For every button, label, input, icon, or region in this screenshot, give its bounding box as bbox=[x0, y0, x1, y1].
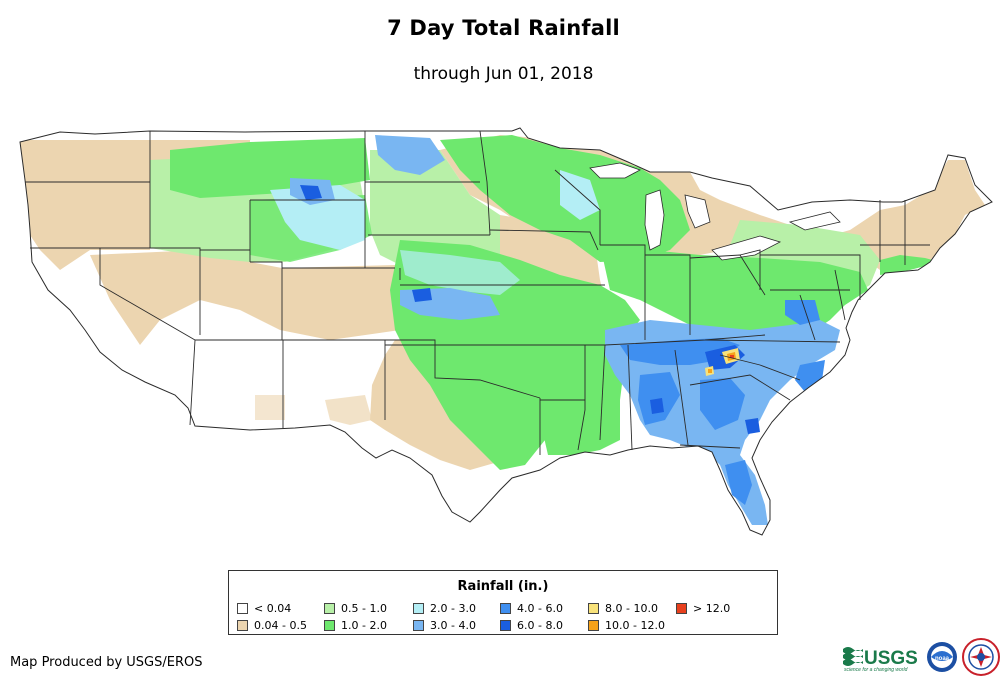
legend-swatch bbox=[500, 620, 511, 631]
legend-label: 0.5 - 1.0 bbox=[341, 602, 387, 615]
legend-label: 10.0 - 12.0 bbox=[605, 619, 665, 632]
lake-superior bbox=[589, 162, 641, 179]
legend-label: 3.0 - 4.0 bbox=[430, 619, 476, 632]
legend-label: 0.04 - 0.5 bbox=[254, 619, 307, 632]
rainfall-overlay bbox=[20, 135, 985, 525]
legend-swatch bbox=[413, 620, 424, 631]
legend-swatch bbox=[588, 603, 599, 614]
map-title: 7 Day Total Rainfall bbox=[387, 16, 620, 40]
nws-logo-icon bbox=[962, 638, 1000, 676]
usgs-logo-icon: USGS science for a changing world bbox=[843, 647, 918, 673]
legend-item: 4.0 - 6.0 bbox=[500, 602, 563, 615]
state-borders bbox=[25, 130, 930, 455]
lake-michigan bbox=[644, 189, 665, 251]
legend-label: 8.0 - 10.0 bbox=[605, 602, 658, 615]
legend-item: 2.0 - 3.0 bbox=[413, 602, 476, 615]
lake-erie bbox=[711, 235, 782, 261]
legend-label: 6.0 - 8.0 bbox=[517, 619, 563, 632]
legend-swatch bbox=[237, 620, 248, 631]
legend-swatch bbox=[324, 603, 335, 614]
legend-label: > 12.0 bbox=[693, 602, 731, 615]
legend-swatch bbox=[588, 620, 599, 631]
noaa-logo-icon: noaa bbox=[927, 642, 957, 672]
legend-label: 4.0 - 6.0 bbox=[517, 602, 563, 615]
map-credit: Map Produced by USGS/EROS bbox=[10, 655, 203, 670]
legend-swatch bbox=[237, 603, 248, 614]
lake-ontario bbox=[788, 211, 841, 231]
legend-item: 8.0 - 10.0 bbox=[588, 602, 658, 615]
legend-label: < 0.04 bbox=[254, 602, 292, 615]
legend-title: Rainfall (in.) bbox=[457, 579, 549, 594]
legend-swatch bbox=[676, 603, 687, 614]
legend-swatch bbox=[500, 603, 511, 614]
noaa-logo-text: noaa bbox=[935, 656, 950, 662]
lake-huron bbox=[684, 194, 711, 229]
legend-label: 1.0 - 2.0 bbox=[341, 619, 387, 632]
legend-item: 0.5 - 1.0 bbox=[324, 602, 387, 615]
legend-swatch bbox=[413, 603, 424, 614]
map-legend: Rainfall (in.) < 0.04 0.04 - 0.5 0.5 - 1… bbox=[228, 570, 778, 635]
legend-item: 6.0 - 8.0 bbox=[500, 619, 563, 632]
legend-item: > 12.0 bbox=[676, 602, 730, 615]
map-subtitle: through Jun 01, 2018 bbox=[413, 64, 594, 84]
usgs-tagline: science for a changing world bbox=[844, 667, 908, 673]
legend-item: 3.0 - 4.0 bbox=[413, 619, 476, 632]
legend-item: 10.0 - 12.0 bbox=[588, 619, 665, 632]
legend-item: 1.0 - 2.0 bbox=[324, 619, 387, 632]
legend-label: 2.0 - 3.0 bbox=[430, 602, 476, 615]
rainfall-map bbox=[19, 127, 993, 536]
usgs-logo-text: USGS bbox=[864, 648, 918, 669]
legend-item: < 0.04 bbox=[237, 602, 291, 615]
legend-swatch bbox=[324, 620, 335, 631]
legend-item: 0.04 - 0.5 bbox=[237, 619, 307, 632]
